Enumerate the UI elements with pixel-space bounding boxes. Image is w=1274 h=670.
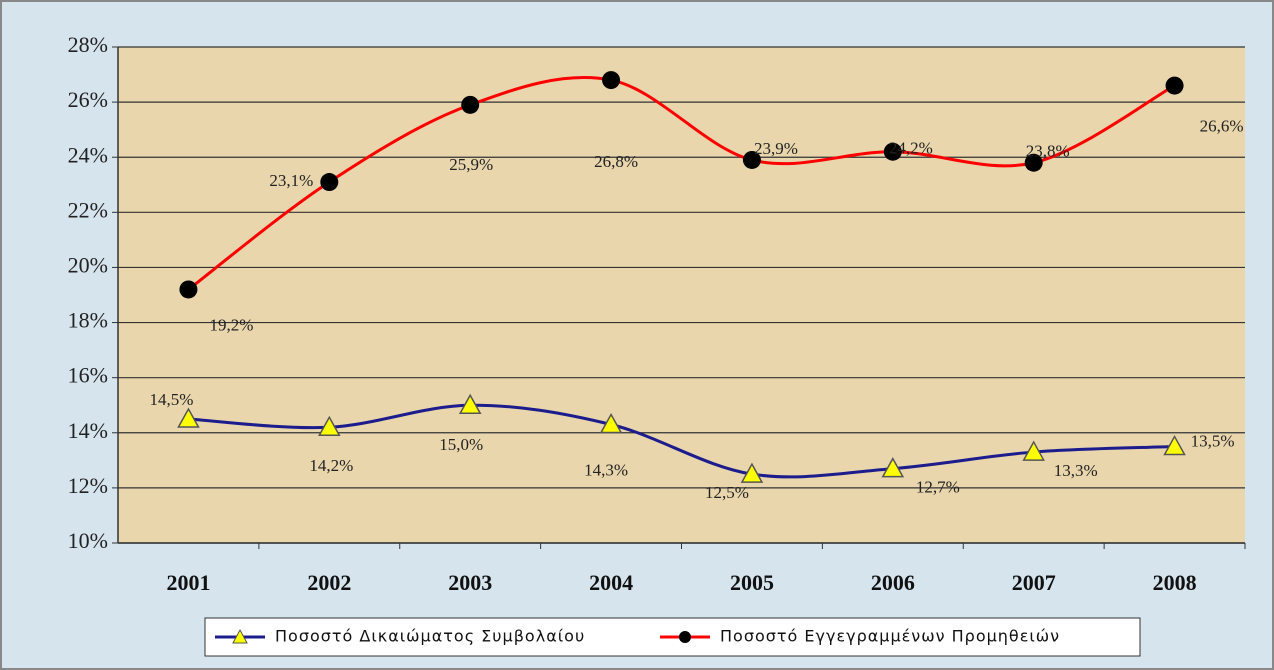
y-tick-label: 26% (68, 87, 108, 112)
data-label: 12,5% (705, 483, 749, 502)
x-tick-label: 2002 (307, 570, 351, 595)
data-point (1024, 153, 1043, 172)
y-tick-label: 24% (68, 142, 108, 167)
y-tick-label: 20% (68, 252, 108, 277)
x-tick-label: 2008 (1153, 570, 1197, 595)
y-tick-label: 18% (68, 308, 108, 333)
data-point (320, 173, 339, 192)
x-tick-label: 2001 (166, 570, 210, 595)
data-label: 26,6% (1200, 116, 1244, 135)
data-label: 23,1% (269, 171, 313, 190)
series-line (188, 403, 1175, 479)
data-label: 14,2% (309, 456, 353, 475)
data-label: 25,9% (449, 155, 493, 174)
data-point (177, 407, 200, 428)
x-tick-label: 2003 (448, 570, 492, 595)
data-label: 13,3% (1054, 461, 1098, 480)
data-point (602, 71, 621, 90)
data-point (883, 142, 902, 161)
data-label: 19,2% (209, 315, 253, 334)
series-line (187, 76, 1176, 291)
y-tick-label: 14% (68, 418, 108, 443)
x-tick-label: 2004 (589, 570, 633, 595)
data-point (1163, 435, 1186, 456)
y-tick-label: 16% (68, 363, 108, 388)
data-point (740, 462, 764, 483)
data-point (1165, 76, 1184, 95)
data-label: 14,3% (584, 460, 628, 479)
data-label: 26,8% (594, 152, 638, 171)
data-label: 13,5% (1191, 431, 1235, 450)
data-point (742, 150, 761, 169)
data-point (318, 415, 341, 437)
y-tick-label: 22% (68, 197, 108, 222)
y-tick-label: 10% (68, 528, 108, 553)
data-label: 12,7% (916, 478, 960, 497)
data-label: 23,8% (1026, 142, 1070, 161)
data-point (1022, 440, 1045, 461)
x-tick-label: 2005 (730, 570, 774, 595)
data-point (179, 280, 198, 299)
legend-marker (679, 631, 691, 643)
y-tick-label: 12% (68, 473, 108, 498)
legend-label: Ποσοστό Εγγεγραμμένων Προμηθειών (720, 627, 1060, 646)
data-label: 24,2% (889, 139, 933, 158)
data-label: 15,0% (439, 435, 483, 454)
data-point (458, 393, 482, 414)
legend-label: Ποσοστό Δικαιώματος Συμβολαίου (275, 627, 585, 646)
x-tick-label: 2007 (1012, 570, 1056, 595)
legend-marker (232, 628, 248, 644)
data-point (881, 457, 905, 478)
x-tick-label: 2006 (871, 570, 915, 595)
data-label: 23,9% (754, 139, 798, 158)
data-label: 14,5% (149, 390, 193, 409)
data-point (461, 95, 480, 114)
y-tick-label: 28% (68, 32, 108, 57)
plot-area (118, 47, 1245, 543)
data-point (599, 412, 623, 434)
